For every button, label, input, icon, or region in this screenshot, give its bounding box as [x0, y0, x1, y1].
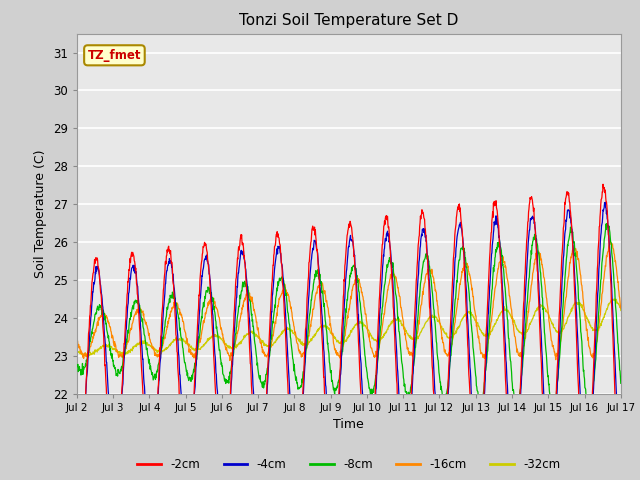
Y-axis label: Soil Temperature (C): Soil Temperature (C) [34, 149, 47, 278]
Legend: -2cm, -4cm, -8cm, -16cm, -32cm: -2cm, -4cm, -8cm, -16cm, -32cm [132, 454, 565, 476]
Text: TZ_fmet: TZ_fmet [88, 49, 141, 62]
X-axis label: Time: Time [333, 418, 364, 431]
Title: Tonzi Soil Temperature Set D: Tonzi Soil Temperature Set D [239, 13, 458, 28]
